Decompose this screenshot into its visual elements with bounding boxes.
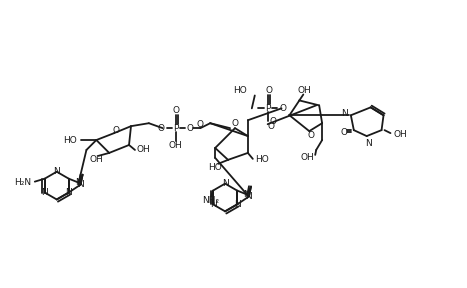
- Text: NH₂: NH₂: [203, 196, 219, 205]
- Text: HO: HO: [233, 86, 247, 95]
- Text: OH: OH: [393, 130, 407, 139]
- Text: N: N: [77, 180, 84, 189]
- Text: N: N: [75, 178, 82, 187]
- Text: N: N: [42, 188, 48, 197]
- Text: OH: OH: [169, 141, 183, 151]
- Text: P: P: [173, 124, 178, 133]
- Text: N: N: [222, 179, 228, 188]
- Text: O: O: [157, 124, 164, 133]
- Text: P: P: [265, 104, 270, 113]
- Text: HO: HO: [255, 155, 269, 164]
- Text: O: O: [265, 86, 272, 95]
- Text: O: O: [172, 106, 179, 115]
- Text: N: N: [210, 200, 216, 209]
- Text: N: N: [65, 188, 72, 197]
- Text: OH: OH: [137, 145, 151, 154]
- Text: O: O: [187, 124, 194, 133]
- Text: O: O: [197, 120, 204, 129]
- Text: OH: OH: [300, 154, 314, 162]
- Text: O: O: [308, 130, 315, 140]
- Text: N: N: [53, 167, 60, 176]
- Text: O: O: [232, 119, 239, 128]
- Text: N: N: [244, 190, 250, 199]
- Text: HO: HO: [208, 163, 222, 172]
- Text: N: N: [246, 192, 252, 201]
- Text: O: O: [113, 126, 120, 134]
- Text: O: O: [340, 128, 347, 137]
- Text: O: O: [279, 104, 286, 113]
- Text: N: N: [365, 139, 372, 147]
- Text: HO: HO: [63, 136, 77, 145]
- Text: N: N: [341, 109, 348, 118]
- Text: OH: OH: [90, 155, 103, 164]
- Text: N: N: [234, 200, 241, 209]
- Text: O: O: [269, 117, 276, 126]
- Text: OH: OH: [297, 86, 311, 95]
- Text: O: O: [267, 122, 274, 131]
- Text: H₂N: H₂N: [14, 178, 31, 187]
